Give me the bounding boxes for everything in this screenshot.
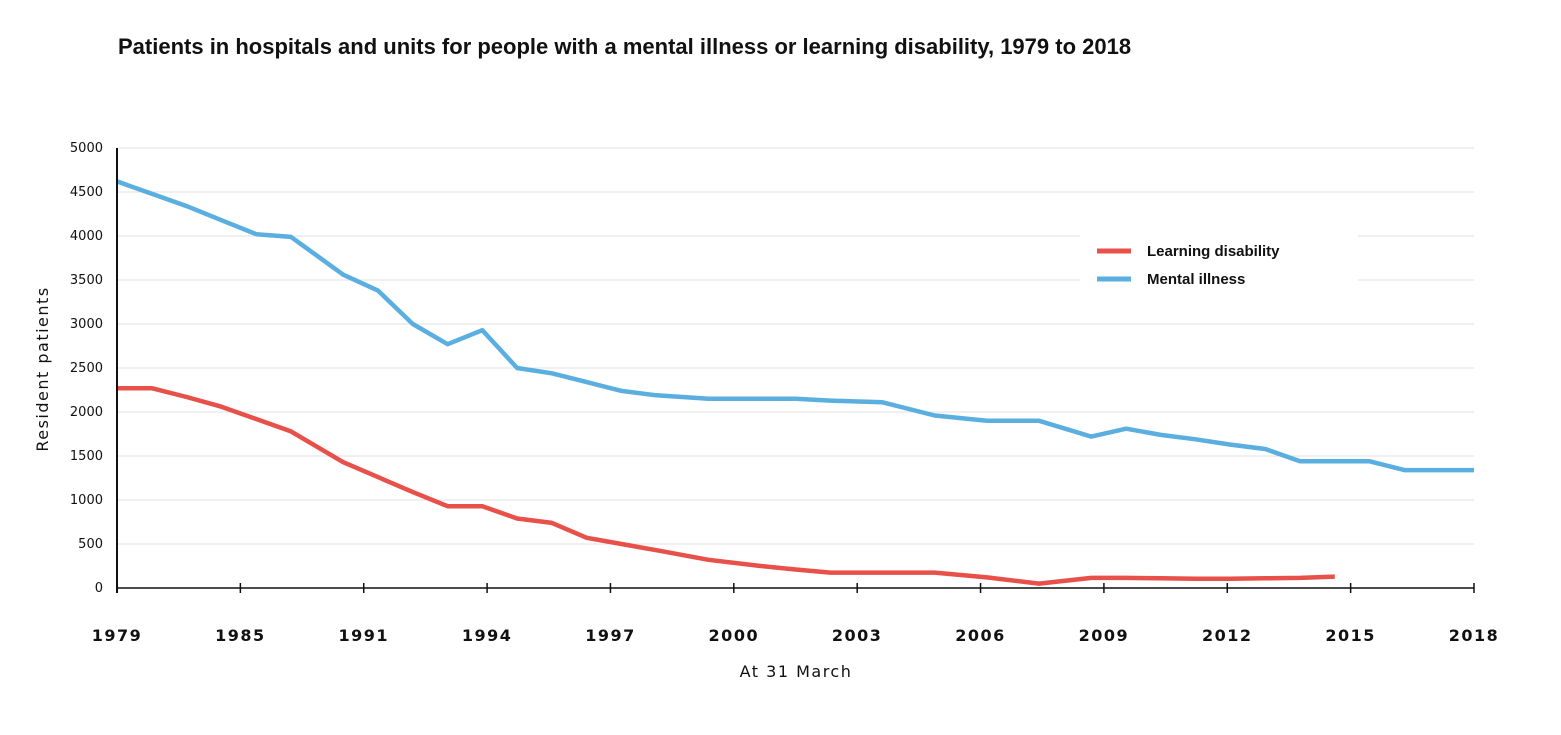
x-tick-label: 1997	[585, 626, 636, 645]
y-tick-label: 2500	[70, 361, 103, 376]
legend-label-1: Mental illness	[1147, 271, 1245, 288]
x-tick-label: 2009	[1079, 626, 1130, 645]
x-tick-label: 1991	[338, 626, 389, 645]
y-tick-label: 4500	[70, 185, 103, 200]
x-tick-label: 2018	[1449, 626, 1500, 645]
y-tick-label: 3500	[70, 273, 103, 288]
y-tick-label: 5000	[70, 141, 103, 156]
x-tick-label: 1985	[215, 626, 266, 645]
x-tick-label: 2015	[1325, 626, 1376, 645]
y-tick-label: 2000	[70, 405, 103, 420]
y-tick-label: 4000	[70, 229, 103, 244]
legend: Learning disability Mental illness	[1080, 233, 1358, 288]
x-tick-label: 1994	[462, 626, 513, 645]
x-axis-ticks: 1979 1985 1991 1994 1997 2000 2003 2006 2009 2012…	[92, 583, 1500, 645]
y-tick-label: 0	[95, 581, 103, 596]
x-tick-label: 2000	[709, 626, 760, 645]
chart-title: Patients in hospitals and units for peop…	[118, 34, 1132, 59]
x-tick-label: 2003	[832, 626, 883, 645]
x-tick-label: 2006	[955, 626, 1006, 645]
y-tick-label: 1000	[70, 493, 103, 508]
axes	[116, 148, 1474, 593]
series-line-0	[117, 385, 1335, 586]
gridlines	[117, 147, 1474, 545]
series-line-1	[116, 179, 1474, 473]
x-axis-label: At 31 March	[740, 662, 853, 681]
x-tick-label: 1979	[92, 626, 143, 645]
legend-box	[1080, 233, 1358, 283]
series-lines	[116, 179, 1474, 586]
y-tick-label: 500	[78, 537, 103, 552]
y-tick-label: 1500	[70, 449, 103, 464]
x-tick-label: 2012	[1202, 626, 1253, 645]
y-axis-ticks: 0 500 1000 1500 2000 2500 3000 3500 4000 4500 5000	[70, 141, 103, 596]
legend-label-0: Learning disability	[1147, 243, 1280, 260]
y-axis-label: Resident patients	[33, 286, 52, 451]
y-tick-label: 3000	[70, 317, 103, 332]
